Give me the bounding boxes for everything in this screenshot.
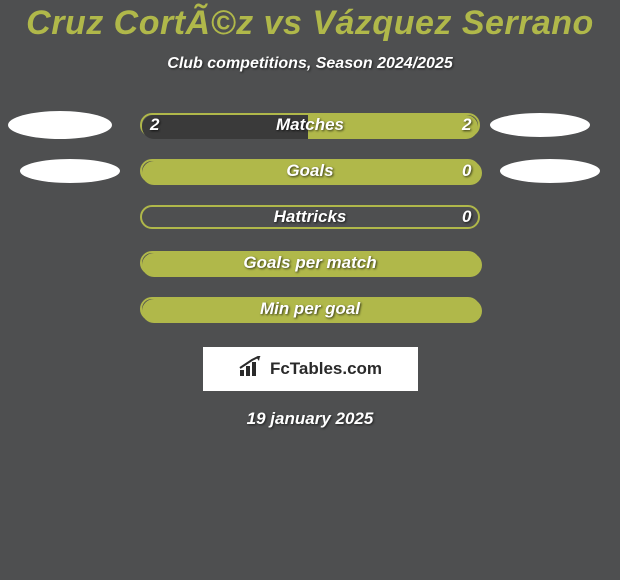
stat-value-left: 2: [150, 115, 159, 135]
comparison-infographic: Cruz CortÃ©z vs Vázquez Serrano Club com…: [0, 0, 620, 580]
stat-value-right: 0: [462, 207, 471, 227]
stat-row: Goals per match: [0, 251, 620, 275]
stat-rows: Matches22Goals0Hattricks0Goals per match…: [0, 113, 620, 321]
subtitle: Club competitions, Season 2024/2025: [0, 55, 620, 73]
stat-row: Goals0: [0, 159, 620, 183]
brand-text: FcTables.com: [270, 359, 382, 379]
stat-label: Min per goal: [0, 299, 620, 319]
stat-value-right: 0: [462, 161, 471, 181]
brand-chart-icon: [238, 356, 264, 383]
stat-label: Goals per match: [0, 253, 620, 273]
stat-value-right: 2: [462, 115, 471, 135]
stat-label: Hattricks: [0, 207, 620, 227]
page-title: Cruz CortÃ©z vs Vázquez Serrano: [0, 0, 620, 43]
stat-label: Matches: [0, 115, 620, 135]
stat-row: Hattricks0: [0, 205, 620, 229]
stat-row: Min per goal: [0, 297, 620, 321]
stat-row: Matches2 2: [0, 113, 620, 137]
stat-label: Goals: [0, 161, 620, 181]
date-text: 19 january 2025: [0, 409, 620, 429]
brand-box: FcTables.com: [203, 347, 418, 391]
